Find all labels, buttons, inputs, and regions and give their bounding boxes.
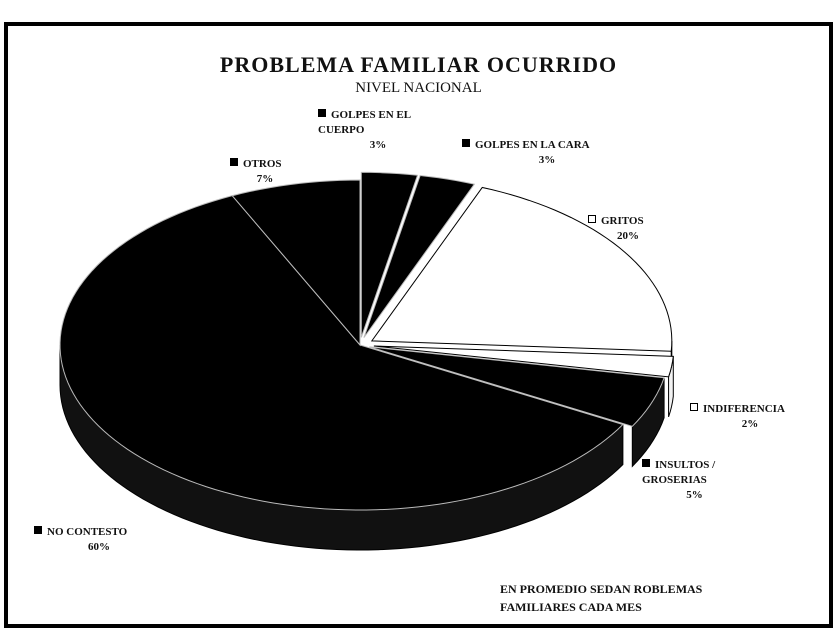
value-label: 60%: [88, 541, 110, 553]
value-label: 5%: [686, 489, 703, 501]
slice-label: INSULTOS / GROSERIAS 5%: [642, 458, 747, 503]
slice-label: GRITOS 20%: [588, 214, 668, 244]
value-label: 20%: [617, 230, 639, 242]
slice: [369, 346, 665, 427]
category-label: NO CONTESTO: [47, 526, 128, 538]
category-label: INSULTOS / GROSERIAS: [642, 459, 716, 486]
legend-marker: [588, 215, 596, 223]
slice-label: NO CONTESTO 60%: [34, 525, 164, 555]
chart-subtitle: NIVEL NACIONAL: [355, 80, 482, 96]
category-label: INDIFERENCIA: [703, 403, 785, 415]
slice: [373, 345, 674, 378]
value-label: 3%: [538, 154, 556, 166]
chart-title: PROBLEMA FAMILIAR OCURRIDO: [219, 52, 618, 77]
slice: [59, 195, 624, 511]
legend-marker: [462, 139, 470, 147]
slice-label: OTROS 7%: [230, 157, 300, 187]
category-label: GRITOS: [601, 215, 644, 227]
value-label: 2%: [741, 418, 759, 430]
slice: [370, 186, 673, 352]
category-label: GOLPES EN LA CARA: [475, 139, 590, 151]
slice: [360, 171, 419, 338]
category-label: GOLPES EN EL CUERPO: [318, 109, 411, 136]
legend-marker: [690, 403, 698, 411]
value-label: 7%: [256, 173, 274, 185]
legend-marker: [642, 459, 650, 467]
frame-border: [4, 22, 833, 628]
slice: [363, 174, 476, 338]
category-label: OTROS: [243, 158, 282, 170]
legend-marker: [318, 109, 326, 117]
slice-label: GOLPES EN EL CUERPO 3%: [318, 108, 438, 153]
slice: [231, 179, 361, 347]
slice-label: INDIFERENCIA 2%: [690, 402, 810, 432]
value-label: 3%: [369, 139, 387, 151]
legend-marker: [34, 526, 42, 534]
legend-marker: [230, 158, 238, 166]
slice-label: GOLPES EN LA CARA 3%: [462, 138, 632, 168]
annotation: EN PROMEDIO SEDAN ROBLEMAS FAMILIARES CA…: [500, 582, 703, 614]
